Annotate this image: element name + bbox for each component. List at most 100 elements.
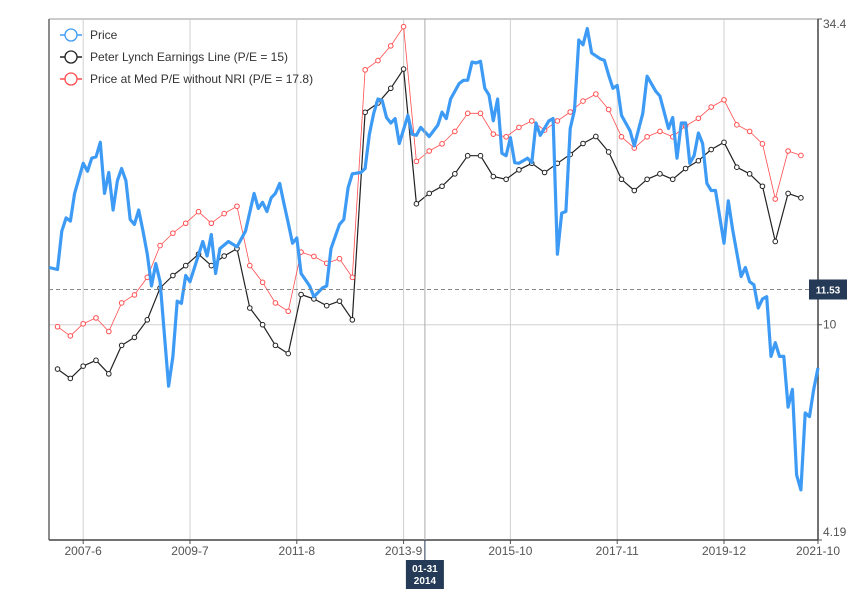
data-point[interactable] xyxy=(208,220,215,227)
data-point[interactable] xyxy=(106,328,112,335)
data-point[interactable] xyxy=(413,201,420,207)
data-point[interactable] xyxy=(362,67,368,73)
data-point[interactable] xyxy=(516,124,522,131)
data-point[interactable] xyxy=(246,305,253,311)
data-point[interactable] xyxy=(721,139,727,146)
data-point[interactable] xyxy=(131,334,138,341)
data-point[interactable] xyxy=(503,176,509,183)
data-point[interactable] xyxy=(221,253,227,259)
data-point[interactable] xyxy=(272,300,279,306)
data-point[interactable] xyxy=(80,363,86,369)
data-point[interactable] xyxy=(67,375,74,382)
data-point[interactable] xyxy=(618,176,625,183)
data-point[interactable] xyxy=(54,366,61,372)
data-point[interactable] xyxy=(682,165,689,172)
data-point[interactable] xyxy=(387,85,394,92)
data-point[interactable] xyxy=(490,173,497,180)
data-point[interactable] xyxy=(657,128,663,135)
data-point[interactable] xyxy=(785,148,791,154)
data-point[interactable] xyxy=(759,183,766,190)
data-point[interactable] xyxy=(157,242,163,249)
data-point[interactable] xyxy=(452,128,458,135)
data-point[interactable] xyxy=(669,176,676,183)
data-point[interactable] xyxy=(362,109,368,116)
data-point[interactable] xyxy=(144,317,151,323)
data-point[interactable] xyxy=(375,57,381,64)
data-point[interactable] xyxy=(452,171,458,177)
data-point[interactable] xyxy=(746,128,753,135)
data-point[interactable] xyxy=(785,190,791,197)
data-point[interactable] xyxy=(387,43,394,49)
data-point[interactable] xyxy=(503,134,509,140)
data-point[interactable] xyxy=(708,104,714,110)
legend-item-0[interactable]: Price xyxy=(60,28,118,42)
data-point[interactable] xyxy=(118,342,125,349)
data-point[interactable] xyxy=(593,91,599,97)
data-point[interactable] xyxy=(221,210,227,217)
data-point[interactable] xyxy=(464,152,471,159)
data-point[interactable] xyxy=(93,357,99,364)
data-point[interactable] xyxy=(182,220,189,227)
data-point[interactable] xyxy=(298,291,304,298)
data-point[interactable] xyxy=(734,164,740,171)
data-point[interactable] xyxy=(618,134,625,140)
data-point[interactable] xyxy=(477,152,484,159)
data-point[interactable] xyxy=(170,272,176,279)
data-point[interactable] xyxy=(772,238,779,245)
data-point[interactable] xyxy=(118,300,125,306)
data-point[interactable] xyxy=(746,171,753,177)
data-point[interactable] xyxy=(516,167,522,173)
data-point[interactable] xyxy=(259,279,266,286)
data-point[interactable] xyxy=(80,320,86,327)
data-point[interactable] xyxy=(772,196,779,202)
data-point[interactable] xyxy=(400,66,407,72)
data-point[interactable] xyxy=(554,118,561,124)
data-point[interactable] xyxy=(246,262,253,269)
data-point[interactable] xyxy=(349,317,356,323)
data-point[interactable] xyxy=(285,308,292,315)
data-point[interactable] xyxy=(106,371,112,377)
data-point[interactable] xyxy=(477,110,484,117)
data-point[interactable] xyxy=(580,140,586,147)
data-point[interactable] xyxy=(657,171,663,177)
data-point[interactable] xyxy=(644,134,650,140)
data-point[interactable] xyxy=(759,141,766,147)
data-point[interactable] xyxy=(631,187,638,194)
data-point[interactable] xyxy=(234,203,240,210)
data-point[interactable] xyxy=(695,157,702,164)
data-point[interactable] xyxy=(311,253,317,260)
data-point[interactable] xyxy=(182,262,189,269)
legend-item-1[interactable]: Peter Lynch Earnings Line (P/E = 15) xyxy=(60,50,288,64)
data-point[interactable] xyxy=(93,315,99,321)
data-point[interactable] xyxy=(439,141,445,147)
data-point[interactable] xyxy=(426,190,433,197)
data-point[interactable] xyxy=(195,208,202,215)
data-point[interactable] xyxy=(426,148,433,154)
data-point[interactable] xyxy=(528,118,535,124)
data-point[interactable] xyxy=(439,183,445,190)
data-point[interactable] xyxy=(580,98,586,104)
data-point[interactable] xyxy=(490,131,497,137)
data-point[interactable] xyxy=(798,195,804,201)
legend-item-2[interactable]: Price at Med P/E without NRI (P/E = 17.8… xyxy=(60,72,313,86)
data-point[interactable] xyxy=(695,115,702,122)
data-point[interactable] xyxy=(413,158,420,165)
data-point[interactable] xyxy=(349,274,356,281)
data-point[interactable] xyxy=(285,350,292,357)
data-point[interactable] xyxy=(67,333,74,339)
data-point[interactable] xyxy=(323,302,330,309)
data-point[interactable] xyxy=(708,146,714,153)
data-point[interactable] xyxy=(644,176,650,183)
data-point[interactable] xyxy=(336,298,343,304)
data-point[interactable] xyxy=(798,152,804,159)
data-point[interactable] xyxy=(170,230,176,236)
data-point[interactable] xyxy=(54,323,61,330)
data-point[interactable] xyxy=(593,133,599,140)
data-point[interactable] xyxy=(272,342,279,349)
data-point[interactable] xyxy=(336,255,343,262)
data-point[interactable] xyxy=(721,97,727,103)
data-point[interactable] xyxy=(259,321,266,328)
data-point[interactable] xyxy=(400,23,407,30)
data-point[interactable] xyxy=(605,149,612,155)
data-point[interactable] xyxy=(541,169,548,176)
